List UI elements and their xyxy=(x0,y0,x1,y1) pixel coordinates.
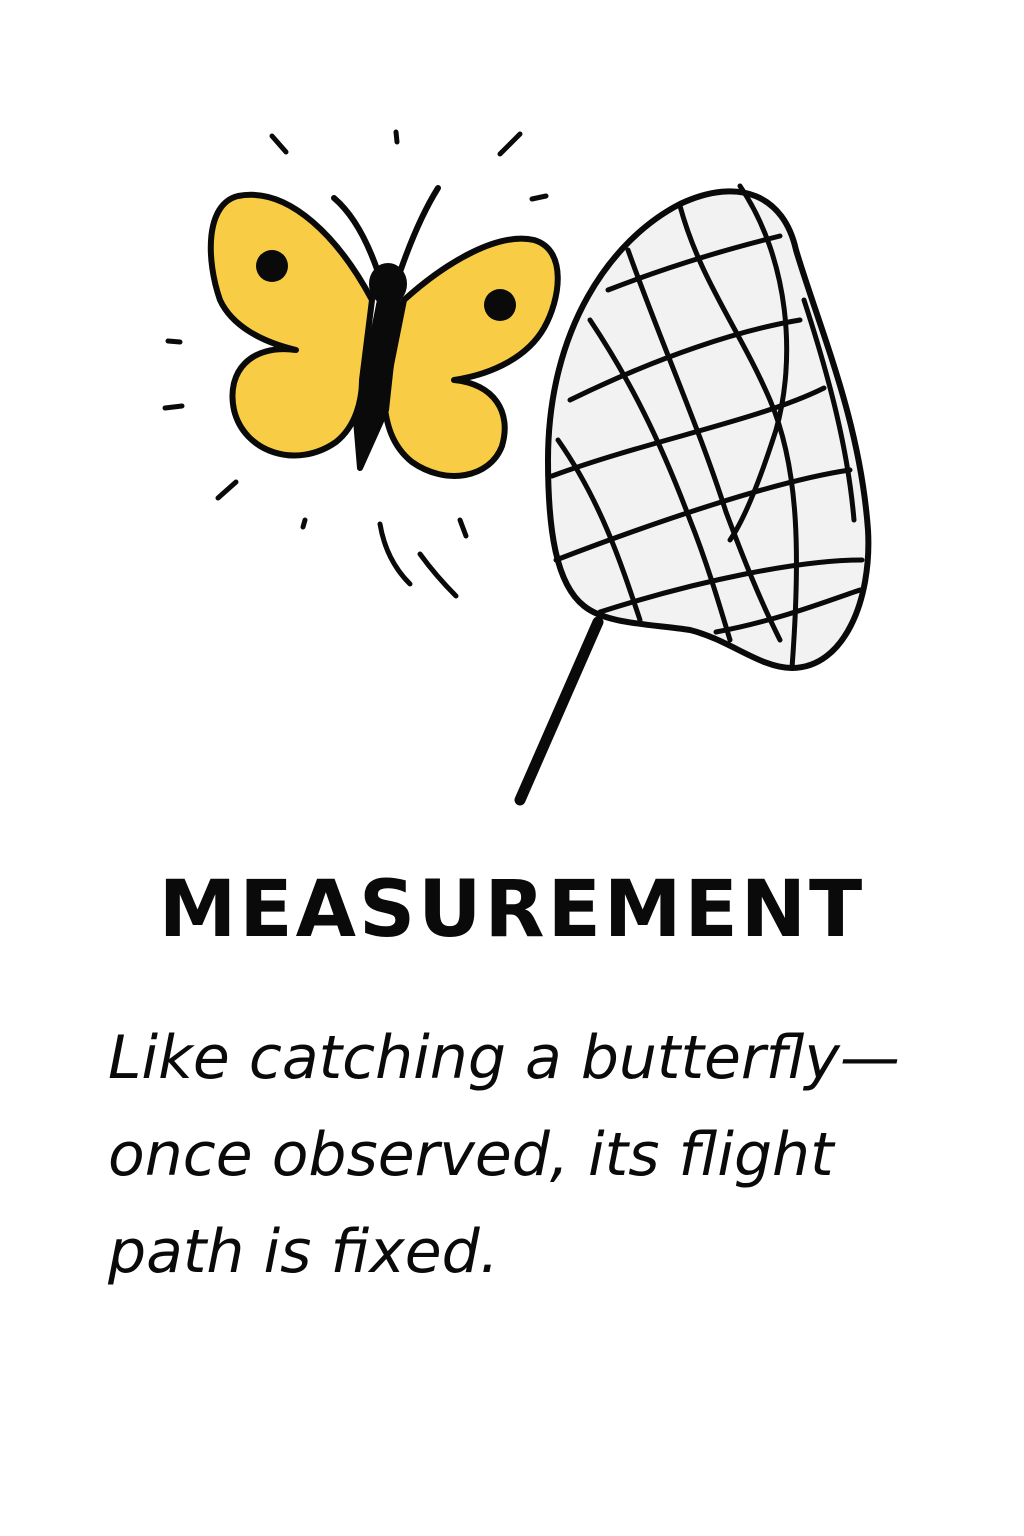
butterfly-net-icon xyxy=(514,183,872,806)
caption-line-2: once observed, its flight xyxy=(108,1120,834,1190)
caption-line-1: Like catching a butterfly— xyxy=(108,1023,900,1093)
motion-lines xyxy=(162,129,549,599)
page-title: MEASUREMENT xyxy=(158,865,866,955)
butterfly-icon xyxy=(207,185,561,479)
caption-line-3: path is fixed. xyxy=(108,1217,499,1287)
illustration xyxy=(162,129,872,806)
caption: Like catching a butterfly— once observed… xyxy=(108,1010,968,1301)
